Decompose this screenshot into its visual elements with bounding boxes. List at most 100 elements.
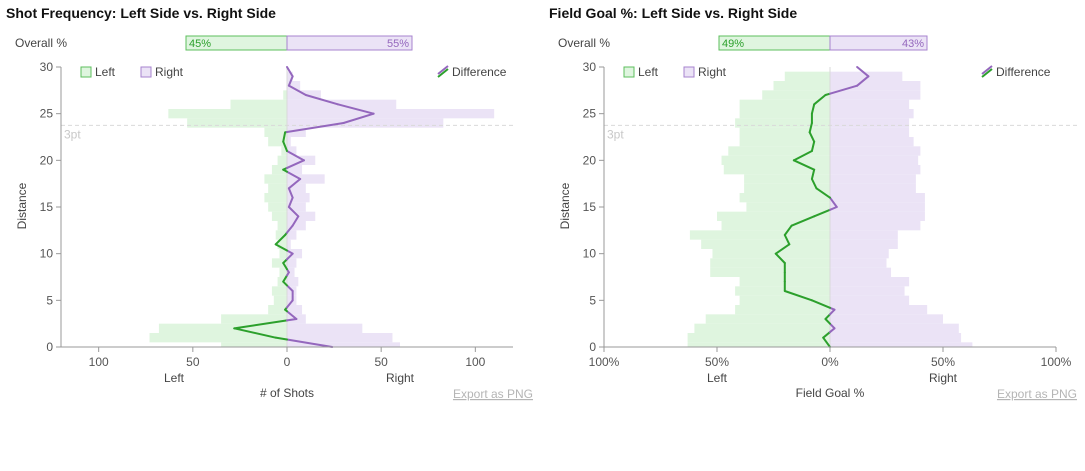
left-bar xyxy=(762,90,830,100)
y-tick-label: 5 xyxy=(589,293,596,307)
x-tick-label: 100% xyxy=(589,355,620,369)
difference-legend-icon xyxy=(981,65,993,78)
right-bar xyxy=(830,249,889,259)
difference-segment xyxy=(287,187,294,199)
difference-segment xyxy=(286,249,294,255)
right-bar xyxy=(287,155,316,165)
difference-segment xyxy=(286,150,305,162)
left-bar xyxy=(168,109,287,119)
left-bar xyxy=(735,305,830,315)
chart-title: Shot Frequency: Left Side vs. Right Side xyxy=(6,5,276,21)
three-point-label: 3pt xyxy=(607,127,624,141)
x-tick-label: 50 xyxy=(186,355,200,369)
difference-segment xyxy=(286,252,294,261)
difference-segment xyxy=(233,327,277,339)
difference-segment xyxy=(286,338,334,348)
difference-segment xyxy=(822,331,831,339)
right-bar xyxy=(830,342,973,347)
right-bar xyxy=(287,342,400,347)
left-bar xyxy=(187,118,287,128)
y-ticks: 0 5 10 15 20 25 30 xyxy=(40,60,61,354)
left-bar xyxy=(268,305,287,315)
left-bar xyxy=(271,286,287,296)
left-bar xyxy=(773,81,830,91)
left-bar xyxy=(710,267,830,277)
field-goal-chart: Field Goal %: Left Side vs. Right Side O… xyxy=(549,5,1080,401)
left-bar xyxy=(705,314,830,324)
right-bar xyxy=(830,127,910,137)
right-bar xyxy=(287,267,295,277)
right-bar xyxy=(830,174,916,184)
left-bar xyxy=(221,314,287,324)
difference-segment xyxy=(813,208,831,218)
difference-segment xyxy=(792,150,813,162)
y-tick-label: 30 xyxy=(40,60,54,74)
y-axis-label: Distance xyxy=(558,182,572,229)
right-bar xyxy=(830,165,921,175)
left-bar xyxy=(264,174,287,184)
left-bar xyxy=(701,239,830,249)
difference-segment xyxy=(286,122,345,134)
y-tick-label: 15 xyxy=(40,200,54,214)
right-bar xyxy=(287,118,444,128)
right-bar xyxy=(287,305,303,315)
right-bar xyxy=(287,146,297,156)
difference-segment xyxy=(286,170,302,180)
right-bar xyxy=(287,277,299,287)
difference-segment xyxy=(286,224,294,234)
right-bar xyxy=(287,109,495,119)
difference-segment xyxy=(810,299,831,309)
left-bar xyxy=(739,127,830,137)
left-bar xyxy=(739,193,830,203)
right-bar xyxy=(287,211,316,221)
overall-label: Overall % xyxy=(15,36,67,50)
right-bar xyxy=(287,323,363,333)
side-right-label: Right xyxy=(386,371,415,385)
right-bar xyxy=(287,230,297,240)
right-bar xyxy=(830,71,903,81)
export-png-link[interactable]: Export as PNG xyxy=(997,387,1077,401)
right-bar xyxy=(830,286,905,296)
right-bar xyxy=(287,333,393,343)
difference-segment xyxy=(342,112,375,124)
difference-segment xyxy=(774,243,791,255)
legend: Left Right Difference xyxy=(80,65,507,79)
left-bar xyxy=(744,174,830,184)
difference-segment xyxy=(233,319,288,330)
left-bar xyxy=(687,342,830,347)
difference-segment xyxy=(856,75,870,87)
right-bar xyxy=(830,155,919,165)
y-tick-label: 25 xyxy=(583,107,597,121)
difference-segment xyxy=(815,187,831,199)
y-tick-label: 0 xyxy=(589,340,596,354)
right-bar xyxy=(287,239,291,249)
side-right-label: Right xyxy=(929,371,958,385)
difference-segment xyxy=(774,252,786,264)
difference-segment xyxy=(286,159,305,169)
left-bar xyxy=(268,183,287,193)
legend-difference-label: Difference xyxy=(452,65,507,79)
right-bar xyxy=(287,174,325,184)
right-bar xyxy=(830,314,943,324)
right-bar xyxy=(830,239,898,249)
x-tick-label: 50% xyxy=(705,355,729,369)
export-png-link[interactable]: Export as PNG xyxy=(453,387,533,401)
x-axis-label: # of Shots xyxy=(260,386,314,400)
x-tick-label: 0 xyxy=(284,355,291,369)
left-bar xyxy=(271,258,287,268)
right-bar xyxy=(830,295,910,305)
overall-left-value: 49% xyxy=(722,38,744,50)
right-bar xyxy=(287,127,306,137)
right-bar xyxy=(830,99,910,109)
x-tick-label: 100 xyxy=(89,355,109,369)
legend: Left Right Difference xyxy=(623,65,1051,79)
right-bar xyxy=(287,221,306,231)
right-bars xyxy=(287,71,495,347)
y-tick-label: 20 xyxy=(40,153,54,167)
difference-segment xyxy=(783,234,791,246)
right-bar xyxy=(830,146,921,156)
left-bar xyxy=(721,221,830,231)
y-tick-label: 30 xyxy=(583,60,597,74)
difference-legend-icon xyxy=(437,65,449,78)
overall-right-bar xyxy=(829,35,928,51)
